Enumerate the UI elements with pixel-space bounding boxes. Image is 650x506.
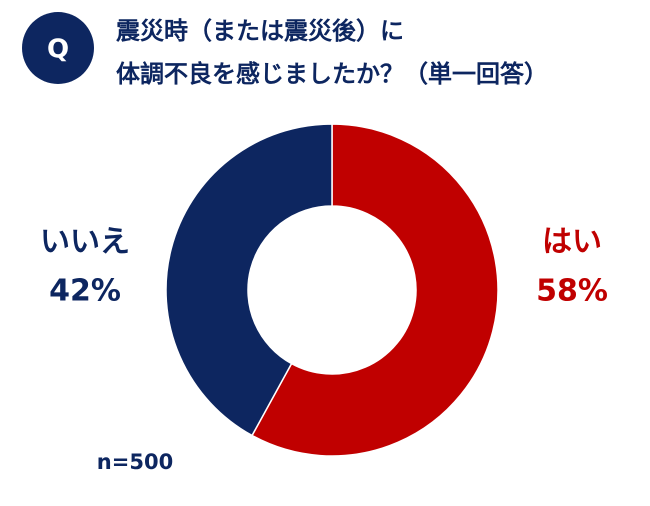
- category-label: はい: [542, 225, 602, 260]
- chart-title: 震災時（または震災後）に: [116, 17, 404, 45]
- chart-title: 体調不良を感じましたか？（単一回答）: [116, 60, 548, 88]
- category-label: いいえ: [40, 225, 130, 260]
- donut-slice: [165, 123, 333, 437]
- donut-slice: [251, 123, 499, 457]
- note: n=500: [97, 450, 173, 474]
- value-label: 58%: [536, 274, 608, 309]
- value-label: 42%: [49, 274, 121, 309]
- badge: Q: [47, 35, 69, 65]
- badge-circle: [22, 12, 94, 84]
